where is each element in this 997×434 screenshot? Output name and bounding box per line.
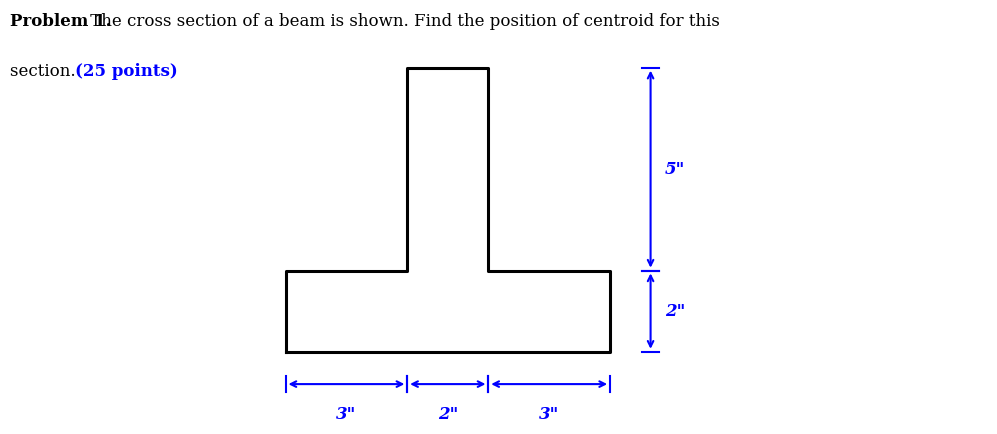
Text: (25 points): (25 points)	[75, 63, 177, 80]
Text: 2": 2"	[665, 302, 685, 319]
Text: 5": 5"	[665, 161, 685, 178]
Text: section.: section.	[10, 63, 81, 80]
Text: The cross section of a beam is shown. Find the position of centroid for this: The cross section of a beam is shown. Fi…	[85, 13, 720, 30]
Text: 2": 2"	[438, 406, 458, 424]
Text: Problem 1.: Problem 1.	[10, 13, 112, 30]
Text: 3": 3"	[336, 406, 357, 424]
Text: 3": 3"	[539, 406, 559, 424]
